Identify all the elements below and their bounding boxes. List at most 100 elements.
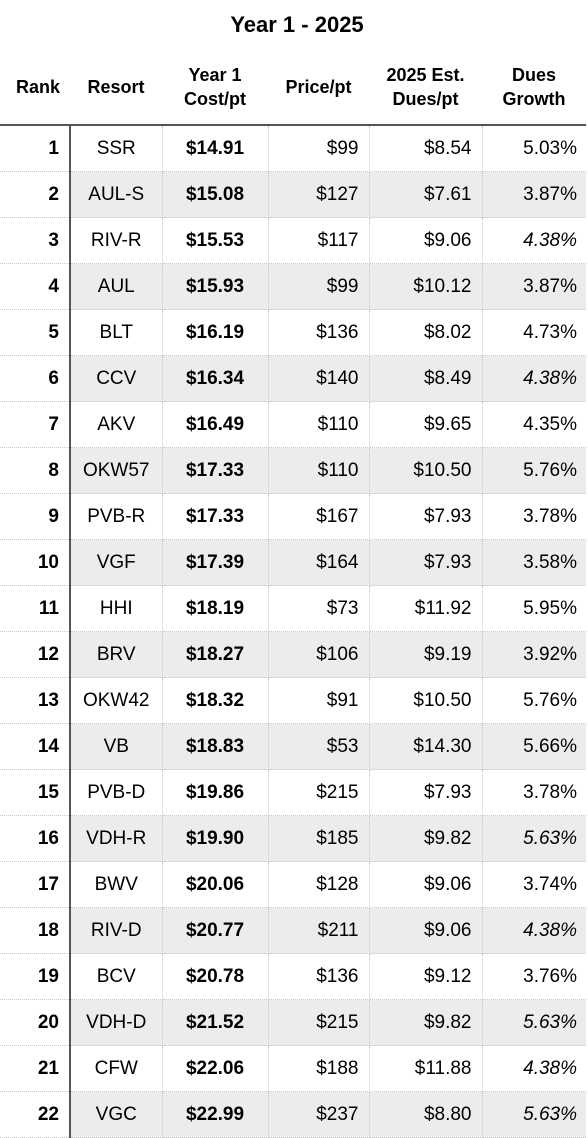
dues-cell: $10.12 [369,263,483,310]
price-cell: $110 [268,401,370,448]
table-row: 18 RIV-D $20.77 $211 $9.06 4.38% [0,907,586,954]
price-cell: $164 [268,539,370,586]
dues-growth-cell: 3.92% [482,631,586,678]
rank-cell: 4 [0,263,71,310]
rank-cell: 14 [0,723,71,770]
dues-cell: $9.82 [369,999,483,1046]
rank-cell: 19 [0,953,71,1000]
resort-cell: SSR [70,125,163,172]
table-row: 14 VB $18.83 $53 $14.30 5.66% [0,723,586,770]
resort-cell: VGC [70,1091,163,1138]
dues-cell: $9.82 [369,815,483,862]
price-cell: $73 [268,585,370,632]
dues-growth-cell: 5.63% [482,999,586,1046]
table-row: 4 AUL $15.93 $99 $10.12 3.87% [0,263,586,310]
header-row: Rank Resort Year 1 Cost/pt Price/pt 2025 … [0,50,586,126]
resort-cell: OKW42 [70,677,163,724]
price-cell: $215 [268,769,370,816]
dues-growth-cell: 5.03% [482,125,586,172]
resort-cell: VGF [70,539,163,586]
dues-cell: $8.80 [369,1091,483,1138]
year1-cost-cell: $18.32 [162,677,269,724]
rank-cell: 10 [0,539,71,586]
price-cell: $110 [268,447,370,494]
year1-cost-cell: $18.19 [162,585,269,632]
resort-cell: BCV [70,953,163,1000]
dues-cell: $9.12 [369,953,483,1000]
price-cell: $128 [268,861,370,908]
dues-cell: $9.06 [369,907,483,954]
rank-cell: 22 [0,1091,71,1138]
resort-cell: AUL [70,263,163,310]
year1-cost-cell: $20.77 [162,907,269,954]
resort-cell: BRV [70,631,163,678]
year1-cost-cell: $16.34 [162,355,269,402]
year1-cost-cell: $14.91 [162,125,269,172]
dues-growth-cell: 5.76% [482,447,586,494]
year1-cost-cell: $15.53 [162,217,269,264]
resort-cell: OKW57 [70,447,163,494]
price-cell: $127 [268,171,370,218]
table-row: 3 RIV-R $15.53 $117 $9.06 4.38% [0,217,586,264]
table-row: 17 BWV $20.06 $128 $9.06 3.74% [0,861,586,908]
dues-cell: $9.06 [369,861,483,908]
table-row: 13 OKW42 $18.32 $91 $10.50 5.76% [0,677,586,724]
price-cell: $136 [268,953,370,1000]
price-cell: $185 [268,815,370,862]
dues-cell: $10.50 [369,677,483,724]
dues-growth-cell: 5.76% [482,677,586,724]
table-row: 6 CCV $16.34 $140 $8.49 4.38% [0,355,586,402]
resort-cell: RIV-D [70,907,163,954]
table-row: 22 VGC $22.99 $237 $8.80 5.63% [0,1091,586,1138]
resort-cell: AUL-S [70,171,163,218]
resort-cell: RIV-R [70,217,163,264]
price-cell: $117 [268,217,370,264]
resort-cell: BLT [70,309,163,356]
resort-cell: CCV [70,355,163,402]
rank-cell: 11 [0,585,71,632]
table-row: 9 PVB-R $17.33 $167 $7.93 3.78% [0,493,586,540]
price-cell: $136 [268,309,370,356]
table-title: Year 1 - 2025 [230,12,364,37]
dues-growth-cell: 3.58% [482,539,586,586]
rank-cell: 1 [0,125,71,172]
dues-cell: $7.93 [369,539,483,586]
table-row: 19 BCV $20.78 $136 $9.12 3.76% [0,953,586,1000]
resort-cell: VB [70,723,163,770]
dues-growth-cell: 4.38% [482,355,586,402]
year1-cost-cell: $16.19 [162,309,269,356]
dues-growth-cell: 3.76% [482,953,586,1000]
dues-cell: $11.92 [369,585,483,632]
dues-cell: $9.19 [369,631,483,678]
resort-cell: PVB-D [70,769,163,816]
dues-growth-cell: 3.87% [482,263,586,310]
price-cell: $211 [268,907,370,954]
year1-cost-cell: $19.90 [162,815,269,862]
year1-cost-cell: $19.86 [162,769,269,816]
dues-cell: $7.61 [369,171,483,218]
rank-cell: 7 [0,401,71,448]
year1-cost-cell: $22.06 [162,1045,269,1092]
year1-cost-cell: $18.83 [162,723,269,770]
dues-cell: $9.06 [369,217,483,264]
price-cell: $91 [268,677,370,724]
dues-cell: $10.50 [369,447,483,494]
header-resort: Resort [70,50,162,126]
rank-cell: 8 [0,447,71,494]
dues-cell: $8.49 [369,355,483,402]
table-row: 1 SSR $14.91 $99 $8.54 5.03% [0,125,586,172]
year1-cost-cell: $17.39 [162,539,269,586]
price-cell: $99 [268,125,370,172]
table-row: 16 VDH-R $19.90 $185 $9.82 5.63% [0,815,586,862]
dues-cell: $8.02 [369,309,483,356]
rank-cell: 20 [0,999,71,1046]
dues-cell: $7.93 [369,493,483,540]
year1-cost-cell: $17.33 [162,493,269,540]
rank-cell: 2 [0,171,71,218]
year1-cost-cell: $15.93 [162,263,269,310]
dues-cell: $8.54 [369,125,483,172]
rank-cell: 9 [0,493,71,540]
year1-cost-cell: $16.49 [162,401,269,448]
table-row: 8 OKW57 $17.33 $110 $10.50 5.76% [0,447,586,494]
resort-cell: HHI [70,585,163,632]
